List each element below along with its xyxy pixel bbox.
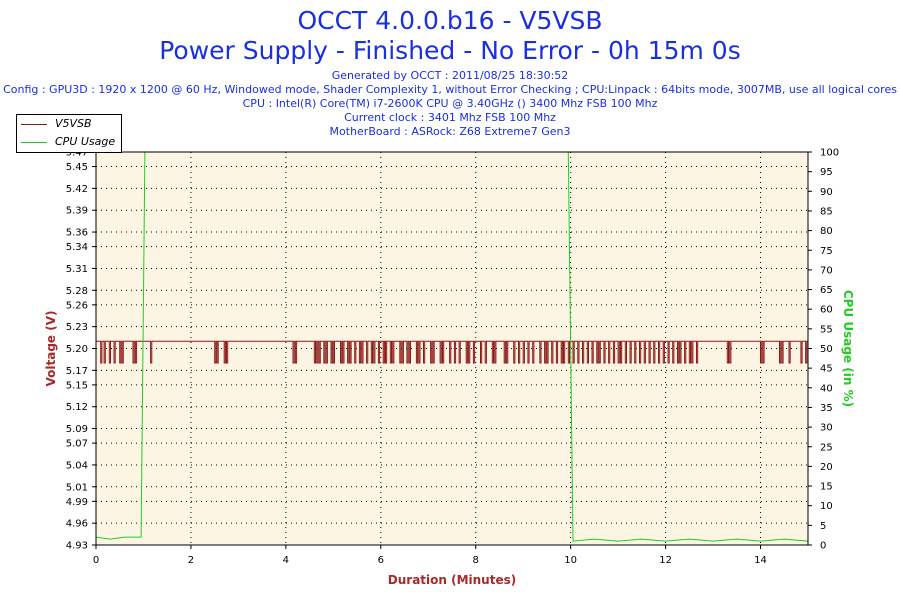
- legend-item-voltage: V5VSB: [17, 116, 121, 132]
- y2-tick-label: 90: [820, 187, 833, 198]
- series-line-cpu-usage: [95, 151, 809, 542]
- y-tick-label: 5.09: [66, 424, 88, 435]
- y2-tick-label: 35: [820, 403, 833, 414]
- y2-tick-label: 10: [820, 501, 833, 512]
- y-tick-label: 5.45: [66, 162, 88, 173]
- y-tick-label: 5.39: [66, 206, 88, 217]
- y-tick-label: 5.42: [66, 184, 88, 195]
- legend-swatch-voltage: [21, 124, 47, 125]
- y-tick-label: 5.15: [66, 380, 88, 391]
- y2-tick-label: 60: [820, 305, 833, 316]
- y2-tick-label: 30: [820, 423, 833, 434]
- chart-title: OCCT 4.0.0.b16 - V5VSB: [297, 6, 603, 35]
- y2-tick-label: 95: [820, 167, 833, 178]
- y-tick-label: 4.96: [66, 519, 88, 530]
- y-tick-label: 4.99: [66, 497, 88, 508]
- y-tick-label: 5.47: [66, 148, 88, 159]
- x-tick-label: 8: [473, 555, 479, 566]
- y-tick-label: 5.31: [66, 264, 88, 275]
- y-tick-label: 5.20: [66, 344, 88, 355]
- chart-legend: V5VSB CPU Usage: [16, 114, 122, 153]
- y2-tick-label: 15: [820, 482, 833, 493]
- generated-info: Generated by OCCT : 2011/08/25 18:30:52: [331, 69, 569, 82]
- legend-label-cpu: CPU Usage: [55, 135, 116, 148]
- y2-axis-label: CPU Usage (in %): [841, 290, 855, 407]
- legend-swatch-cpu: [21, 142, 47, 143]
- x-tick-label: 12: [659, 555, 672, 566]
- x-tick-label: 14: [754, 555, 767, 566]
- y2-tick-label: 0: [820, 541, 826, 552]
- y-tick-label: 5.36: [66, 228, 88, 239]
- y-tick-label: 5.34: [66, 242, 88, 253]
- y2-tick-label: 80: [820, 226, 833, 237]
- legend-label-voltage: V5VSB: [55, 117, 92, 130]
- y2-tick-label: 65: [820, 285, 833, 296]
- y-tick-label: 5.28: [66, 286, 88, 297]
- clock-info: Current clock : 3401 Mhz FSB 100 Mhz: [344, 111, 556, 124]
- x-tick-label: 2: [188, 555, 194, 566]
- legend-item-cpu: CPU Usage: [17, 134, 121, 150]
- y2-tick-label: 20: [820, 462, 833, 473]
- chart-subtitle: Power Supply - Finished - No Error - 0h …: [159, 36, 741, 65]
- x-tick-label: 10: [564, 555, 577, 566]
- y-tick-label: 5.17: [66, 366, 88, 377]
- y-tick-label: 5.12: [66, 402, 88, 413]
- y2-tick-label: 40: [820, 383, 833, 394]
- y2-tick-label: 5: [820, 521, 826, 532]
- y-tick-label: 5.01: [66, 482, 88, 493]
- x-tick-label: 6: [378, 555, 384, 566]
- y2-tick-label: 50: [820, 344, 833, 355]
- y2-tick-label: 100: [820, 148, 839, 159]
- x-axis-label: Duration (Minutes): [388, 573, 516, 587]
- y2-tick-label: 55: [820, 324, 833, 335]
- y-tick-label: 5.07: [66, 439, 88, 450]
- y-tick-label: 4.93: [66, 541, 88, 552]
- y2-tick-label: 45: [820, 364, 833, 375]
- y2-tick-label: 85: [820, 206, 833, 217]
- series-line-v5vsb: [96, 340, 808, 364]
- y2-tick-label: 75: [820, 246, 833, 257]
- config-info: Config : GPU3D : 1920 x 1200 @ 60 Hz, Wi…: [3, 83, 897, 96]
- y2-tick-label: 25: [820, 442, 833, 453]
- motherboard-info: MotherBoard : ASRock: Z68 Extreme7 Gen3: [329, 125, 571, 138]
- y-axis-label: Voltage (V): [44, 311, 58, 387]
- x-tick-label: 4: [283, 555, 289, 566]
- plot-frame: [95, 151, 809, 546]
- y-tick-label: 5.04: [66, 460, 88, 471]
- y-tick-label: 5.23: [66, 322, 88, 333]
- cpu-info: CPU : Intel(R) Core(TM) i7-2600K CPU @ 3…: [242, 97, 658, 110]
- y2-tick-label: 70: [820, 265, 833, 276]
- y-tick-label: 5.26: [66, 300, 88, 311]
- x-tick-label: 0: [93, 555, 99, 566]
